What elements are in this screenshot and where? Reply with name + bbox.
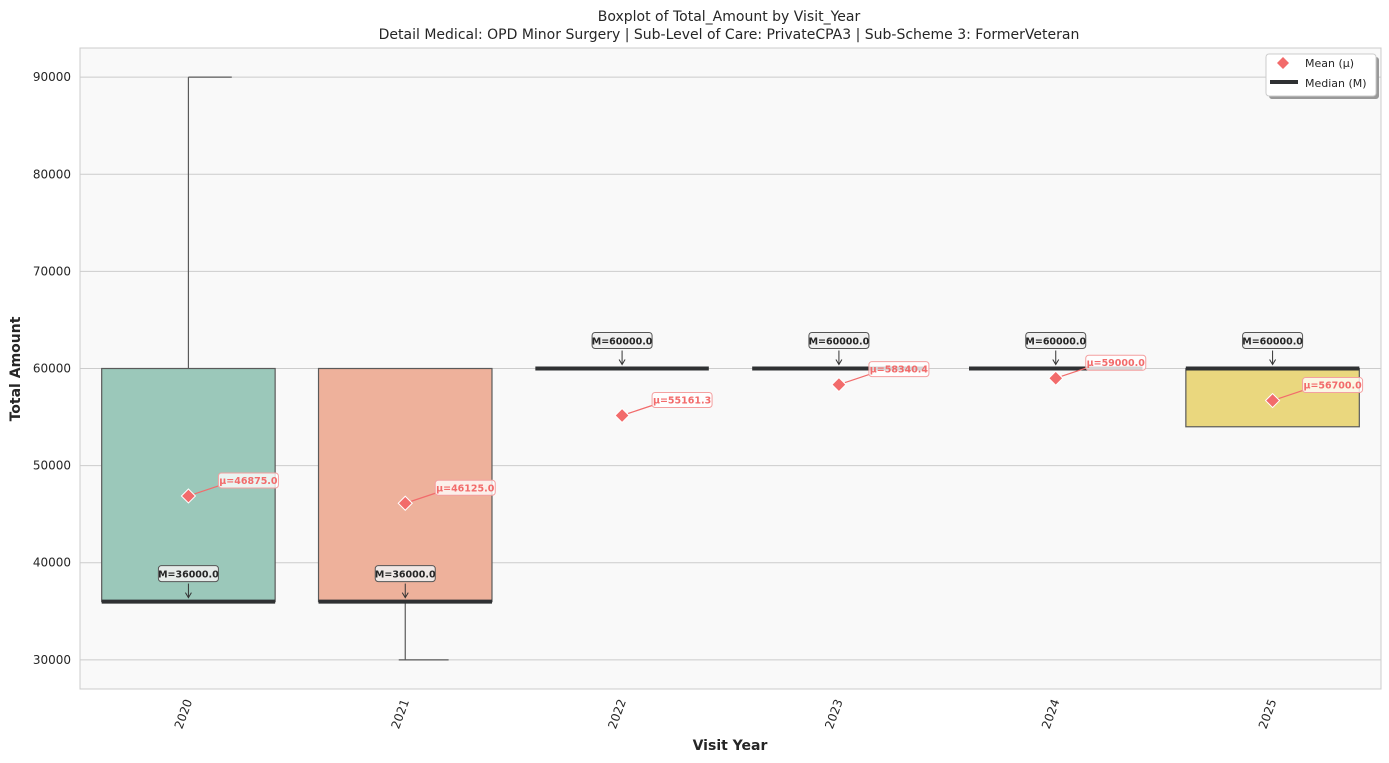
legend: Mean (μ) Median (M) (1265, 53, 1379, 99)
median-label-box (1242, 332, 1304, 349)
box-2022: M=60000.0 μ=55161.3 (535, 332, 713, 424)
x-axis-ticks: 2020 2021 2022 2023 2024 2025 (172, 697, 1280, 730)
mean-arrow (194, 485, 219, 495)
mean-label-box (434, 479, 496, 496)
median-label: M=60000.0 (592, 337, 653, 348)
mean-label-box (651, 391, 713, 408)
x-tick-label: 2025 (1256, 697, 1280, 730)
mean-marker (1048, 370, 1064, 386)
mean-label: μ=55161.3 (653, 395, 711, 406)
mean-label: μ=46875.0 (219, 476, 278, 487)
mean-marker (180, 488, 197, 504)
x-tick-label: 2024 (1039, 697, 1063, 730)
box-2021: M=36000.0 μ=46125.0 (317, 367, 496, 661)
median-arrowhead (184, 592, 192, 599)
mean-marker (397, 495, 413, 511)
median-arrowhead (618, 359, 626, 366)
y-axis-ticks: 30000 40000 50000 60000 70000 80000 90000 (33, 70, 71, 667)
median-label: M=60000.0 (1242, 337, 1303, 348)
median-label-box (157, 565, 219, 583)
median-label: M=36000.0 (158, 570, 219, 581)
mean-label: μ=46125.0 (436, 483, 495, 494)
mean-label-box (868, 361, 930, 378)
x-tick-label: 2022 (605, 697, 629, 730)
y-tick-label: 90000 (33, 70, 71, 84)
median-arrowhead (401, 592, 409, 599)
y-axis-title: Total Amount (8, 316, 24, 421)
mean-label: μ=59000.0 (1087, 358, 1146, 369)
median-arrowhead (1052, 359, 1060, 366)
mean-label: μ=56700.0 (1303, 381, 1362, 392)
x-tick-label: 2023 (822, 697, 846, 730)
mean-arrow (411, 492, 436, 502)
median-label-box (1025, 332, 1087, 349)
y-tick-label: 60000 (33, 362, 71, 376)
x-axis-title: Visit Year (693, 738, 768, 754)
box-2023: M=60000.0 μ=58340.4 (752, 332, 930, 393)
y-tick-label: 30000 (33, 653, 71, 667)
legend-mean-marker (1277, 57, 1289, 69)
median-label: M=36000.0 (375, 570, 436, 581)
median-label-box (374, 565, 436, 583)
mean-label: μ=58340.4 (870, 365, 929, 376)
mean-arrow (844, 374, 870, 384)
box-2020: M=36000.0 μ=46875.0 (101, 76, 279, 604)
mean-marker (831, 376, 847, 393)
y-tick-label: 40000 (33, 556, 71, 570)
mean-label-box (217, 472, 279, 489)
x-tick-label: 2021 (388, 697, 412, 730)
grid-lines (80, 76, 1381, 661)
mean-arrow (1278, 389, 1303, 400)
chart-title: Boxplot of Total_Amount by Visit_Year (598, 9, 861, 25)
median-label-box (808, 332, 870, 349)
median-arrowhead (1269, 359, 1277, 366)
median-arrowhead (835, 359, 843, 366)
y-tick-label: 80000 (33, 167, 71, 181)
y-tick-label: 70000 (33, 264, 71, 278)
legend-median-label: Median (M) (1305, 77, 1367, 90)
chart-subtitle: Detail Medical: OPD Minor Surgery | Sub-… (379, 27, 1080, 43)
median-label: M=60000.0 (1025, 337, 1086, 348)
box-2024: M=60000.0μ=59000.0 (969, 332, 1147, 386)
y-tick-label: 50000 (33, 459, 71, 473)
mean-label-box (1302, 377, 1364, 394)
x-tick-label: 2020 (172, 697, 196, 730)
legend-box (1265, 53, 1377, 97)
mean-arrow (627, 404, 653, 415)
box-series: M=36000.0 μ=46875.0 M=36000.0 μ=46125.0 M=60… (101, 76, 1364, 661)
box-2025: M=60000.0 μ=56700.0 (1185, 332, 1364, 428)
median-label-box (591, 332, 653, 349)
mean-marker (1264, 392, 1281, 409)
mean-label-box (1085, 354, 1147, 371)
mean-marker (614, 407, 630, 424)
median-label: M=60000.0 (809, 337, 870, 348)
legend-mean-label: Mean (μ) (1305, 57, 1354, 70)
mean-arrow (1061, 367, 1086, 377)
